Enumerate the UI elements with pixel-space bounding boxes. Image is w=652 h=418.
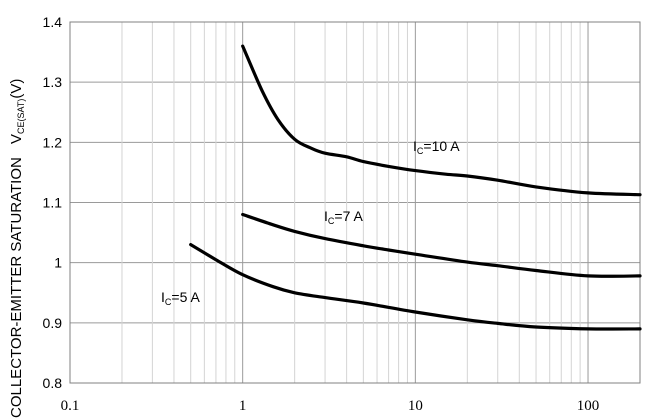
series-line-2	[189, 243, 642, 331]
series-line-1	[241, 212, 642, 278]
series-label-main: I	[161, 289, 165, 305]
y-axis-unit: (V)	[8, 79, 25, 99]
x-tick-label: 0.1	[61, 398, 80, 414]
x-tick-label: 10	[408, 398, 423, 414]
series-label-rest: =7 A	[334, 208, 363, 224]
y-tick-labels: 0.8 0.9 1 1.1 1.2 1.3 1.4	[43, 14, 63, 391]
x-tick-label: 100	[577, 398, 600, 414]
series-label-sub: C	[417, 146, 424, 156]
series-annotations: IC=10 AIC=7 AIC=5 A	[161, 138, 460, 307]
y-axis-subscript: CE(SAT)	[16, 99, 26, 134]
series-label-1: IC=7 A	[324, 208, 363, 226]
y-tick-label: 1.3	[43, 74, 63, 90]
series-label-rest: =5 A	[171, 289, 200, 305]
y-tick-label: 1	[54, 255, 62, 271]
series-label-main: I	[413, 138, 417, 154]
series-label-rest: =10 A	[423, 138, 460, 154]
y-tick-label: 0.9	[43, 315, 63, 331]
series-label-main: I	[324, 208, 328, 224]
series-label-sub: C	[328, 216, 335, 226]
plot-frame	[69, 21, 641, 384]
y-axis-label-text: COLLECTOR-EMITTER SATURATION	[8, 157, 25, 418]
y-axis-symbol: V	[8, 134, 25, 144]
series-lines	[189, 44, 642, 331]
y-tick-label: 1.1	[43, 195, 63, 211]
series-label-sub: C	[165, 297, 172, 307]
series-label-0: IC=10 A	[413, 138, 460, 156]
series-line-0	[241, 44, 642, 197]
series-label-2: IC=5 A	[161, 289, 200, 307]
y-tick-label: 1.2	[43, 134, 63, 150]
y-tick-label: 1.4	[43, 14, 63, 30]
y-axis-label: COLLECTOR-EMITTER SATURATION VCE(SAT)(V)	[8, 79, 26, 418]
x-tick-labels: 0.1 1 10 100	[61, 398, 600, 414]
x-gridlines	[69, 22, 641, 383]
y-tick-label: 0.8	[43, 375, 63, 391]
x-tick-label: 1	[239, 398, 247, 414]
